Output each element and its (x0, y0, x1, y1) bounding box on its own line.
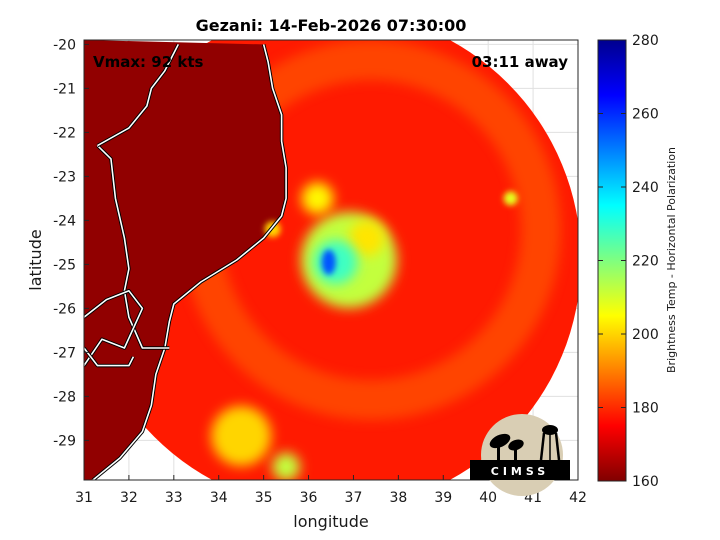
colorbar-label: Brightness Temp - Horizontal Polarizatio… (665, 147, 678, 373)
time-away-annotation: 03:11 away (472, 53, 569, 71)
border-line (84, 347, 135, 367)
y-tick-label: -22 (53, 125, 76, 141)
y-tick-label: -28 (53, 389, 76, 405)
y-tick-label: -24 (53, 213, 76, 229)
x-tick-label: 40 (479, 490, 497, 506)
feature-south-band (272, 452, 301, 480)
x-tick-label: 39 (434, 490, 452, 506)
colorbar-tick-label: 200 (632, 327, 659, 343)
y-tick-label: -21 (53, 81, 76, 97)
x-axis-label: longitude (293, 512, 368, 531)
colorbar-tick-label: 180 (632, 401, 659, 417)
chart-title: Gezani: 14-Feb-2026 07:30:00 (196, 16, 467, 35)
x-tick-label: 32 (120, 490, 138, 506)
feature-east-cell (503, 191, 518, 206)
x-tick-label: 36 (300, 490, 318, 506)
coastline (84, 43, 288, 480)
colorbar-tick-label: 240 (632, 180, 659, 196)
x-tick-label: 37 (345, 490, 363, 506)
brightness-swath (84, 40, 578, 480)
land-area (84, 40, 287, 480)
y-tick-label: -25 (53, 257, 76, 273)
y-tick-labels: -20 -21 -22 -23 -24 -25 -26 -27 -28 -29 (53, 37, 89, 449)
x-tick-labels: 31 32 33 34 35 36 37 38 39 40 41 42 (75, 475, 587, 506)
colorbar-tick-label: 220 (632, 254, 659, 270)
cimss-logo-text: CIMSS (491, 465, 549, 478)
vmax-annotation: Vmax: 92 kts (93, 53, 203, 71)
x-tick-label: 33 (165, 490, 183, 506)
colorbar-ticks: 280 260 240 220 200 180 160 (598, 33, 659, 490)
feature-west-band (211, 406, 272, 466)
colorbar-tick-label: 280 (632, 33, 659, 49)
y-tick-label: -26 (53, 301, 76, 317)
y-tick-label: -29 (53, 433, 76, 449)
x-tick-label: 38 (389, 490, 407, 506)
y-tick-label: -20 (53, 37, 76, 53)
feature-eyewall-core (321, 249, 336, 275)
border-line (84, 289, 144, 367)
y-axis-label: latitude (26, 229, 45, 290)
feature-north-band (301, 182, 334, 215)
feature-east-band (348, 220, 385, 256)
cimss-logo: CIMSS (470, 414, 570, 496)
plot-frame (83, 39, 579, 481)
x-tick-label: 35 (255, 490, 273, 506)
border-line (97, 44, 180, 147)
x-tick-label: 31 (75, 490, 93, 506)
coastline-line (92, 44, 287, 480)
y-tick-label: -27 (53, 345, 76, 361)
y-tick-label: -23 (53, 169, 76, 185)
colorbar-tick-label: 160 (632, 474, 659, 490)
x-tick-label: 34 (210, 490, 228, 506)
x-tick-label: 42 (569, 490, 587, 506)
colorbar-tick-label: 260 (632, 107, 659, 123)
border-line (96, 145, 170, 349)
